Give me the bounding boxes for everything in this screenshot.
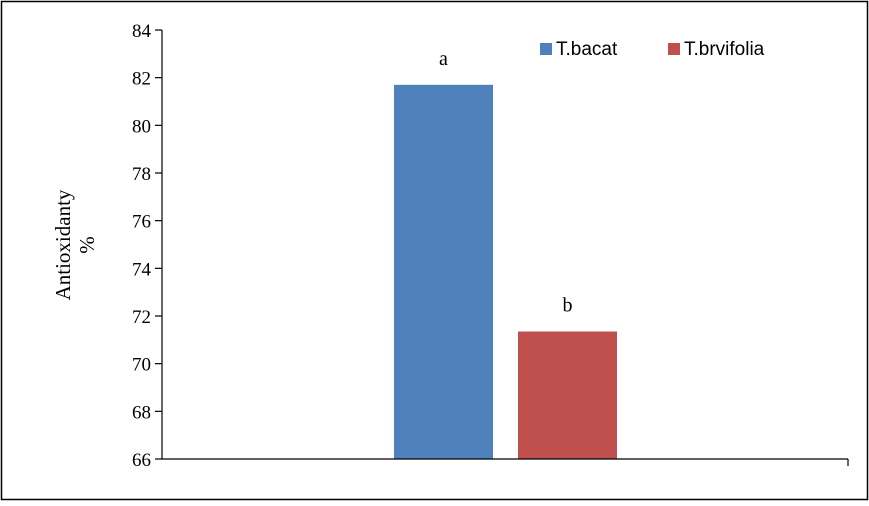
y-axis-label: Antioxidanty % <box>51 189 99 300</box>
y-ticks: 66 68 70 72 74 76 78 80 82 84 <box>132 21 162 471</box>
y-tick-label: 80 <box>132 116 151 137</box>
y-tick-label: 76 <box>132 212 151 233</box>
y-axis-label-line-1: Antioxidanty <box>51 189 75 300</box>
legend-swatch-t-brvifolia <box>668 43 680 55</box>
legend: T.bacat T.brvifolia <box>540 39 765 60</box>
significance-label: b <box>563 294 573 316</box>
y-tick-label: 74 <box>132 259 152 280</box>
legend-label-t-brvifolia: T.brvifolia <box>684 39 765 60</box>
y-tick-label: 66 <box>132 450 151 471</box>
y-axis-label-line-2: % <box>75 236 99 254</box>
legend-swatch-t-bacat <box>540 43 552 55</box>
legend-label-t-bacat: T.bacat <box>556 39 618 60</box>
y-tick-label: 78 <box>132 164 151 185</box>
y-tick-label: 68 <box>132 402 151 423</box>
bar-t-bacat <box>394 84 493 460</box>
significance-labels: ab <box>439 48 572 317</box>
y-tick-label: 84 <box>132 21 152 42</box>
y-tick-label: 70 <box>132 355 151 376</box>
bars <box>394 84 617 460</box>
bar-t-brvifolia <box>518 331 617 459</box>
significance-label: a <box>439 48 448 70</box>
y-tick-label: 72 <box>132 307 151 328</box>
y-tick-label: 82 <box>132 69 151 90</box>
